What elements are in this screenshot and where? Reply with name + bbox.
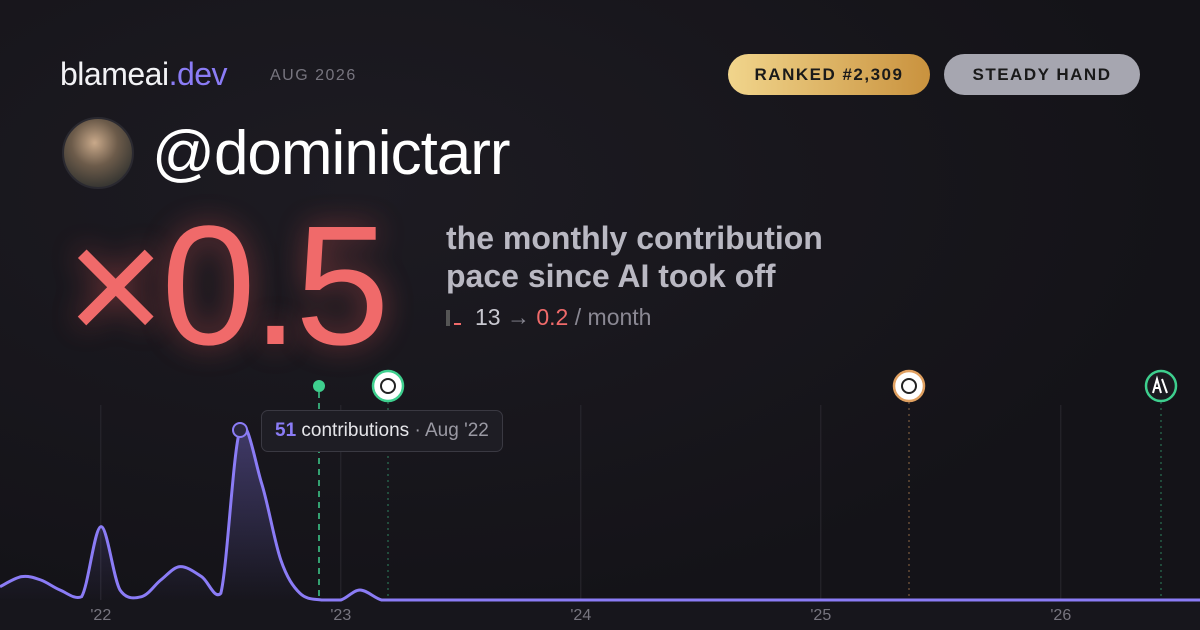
brand: blameai.dev <box>60 56 228 93</box>
date: AUG 2026 <box>270 67 357 84</box>
event-markers <box>313 369 1178 600</box>
tooltip-date: Aug '22 <box>425 420 489 441</box>
event-icon <box>371 369 405 403</box>
description: pace since AI took off <box>446 258 776 294</box>
event-icon <box>1144 369 1178 403</box>
event-icon-glyph <box>380 378 396 394</box>
tooltip-unit: contributions <box>301 420 410 441</box>
pace-after: 0.2 <box>536 304 569 330</box>
tooltip-value: 51 <box>275 420 297 441</box>
pace-before: 13 <box>475 304 501 330</box>
icon <box>446 310 450 326</box>
brand-name: blameai <box>60 56 169 92</box>
axis-band <box>0 600 1200 630</box>
title-badge: STEADY HAND <box>944 54 1140 95</box>
arrow: → <box>506 304 530 330</box>
pace-unit: / month <box>574 304 652 330</box>
multiplier: ×0.5 <box>66 191 390 381</box>
brand-tld: .dev <box>168 56 228 92</box>
rank-badge: RANKED #2,309 <box>728 54 930 95</box>
x-tick-label: '22 <box>90 607 111 624</box>
x-tick-label: '26 <box>1050 607 1071 624</box>
separator: · <box>414 420 421 441</box>
description: the monthly contribution <box>446 220 823 256</box>
x-tick-label: '23 <box>330 607 351 624</box>
line <box>0 424 1200 602</box>
area <box>0 426 1200 600</box>
avatar <box>62 117 134 189</box>
highlight-point <box>232 422 248 438</box>
event-dot <box>313 380 325 392</box>
event-icon-glyph <box>1152 375 1168 394</box>
pace: 13 → 0.2 / month <box>446 304 651 331</box>
handle: @dominictarr <box>152 119 511 188</box>
x-tick-label: '24 <box>570 607 591 624</box>
event-icon-glyph <box>901 378 917 394</box>
event-icon <box>892 369 926 403</box>
icon <box>454 323 461 325</box>
tooltip: 51 contributions · Aug '22 <box>261 410 503 452</box>
x-tick-label: '25 <box>810 607 831 624</box>
